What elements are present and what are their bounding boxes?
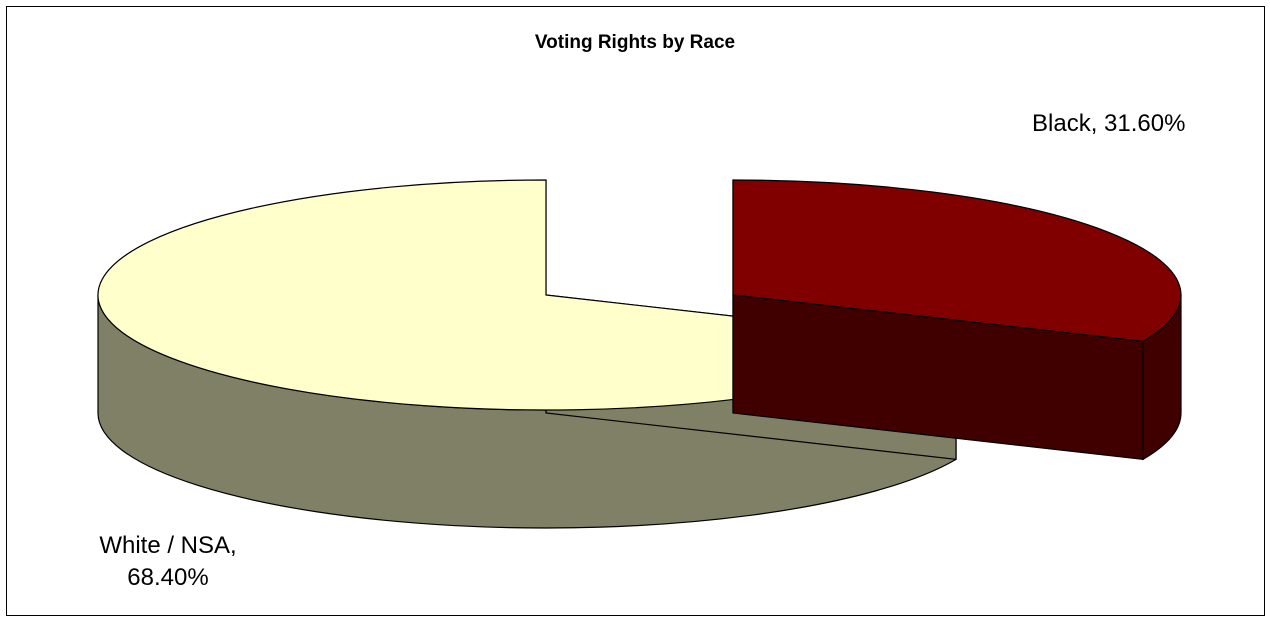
pie-slice-top xyxy=(732,179,1182,342)
data-label-black: Black, 31.60% xyxy=(1032,110,1186,137)
data-label-white-nsa-name: White / NSA, xyxy=(99,532,237,559)
pie-slice-black xyxy=(732,179,1182,461)
chart-title: Voting Rights by Race xyxy=(534,32,736,53)
pie-slices xyxy=(97,179,1182,529)
data-label-white-nsa: White / NSA, 68.40% xyxy=(68,530,268,594)
data-label-white-nsa-value: 68.40% xyxy=(127,564,209,591)
